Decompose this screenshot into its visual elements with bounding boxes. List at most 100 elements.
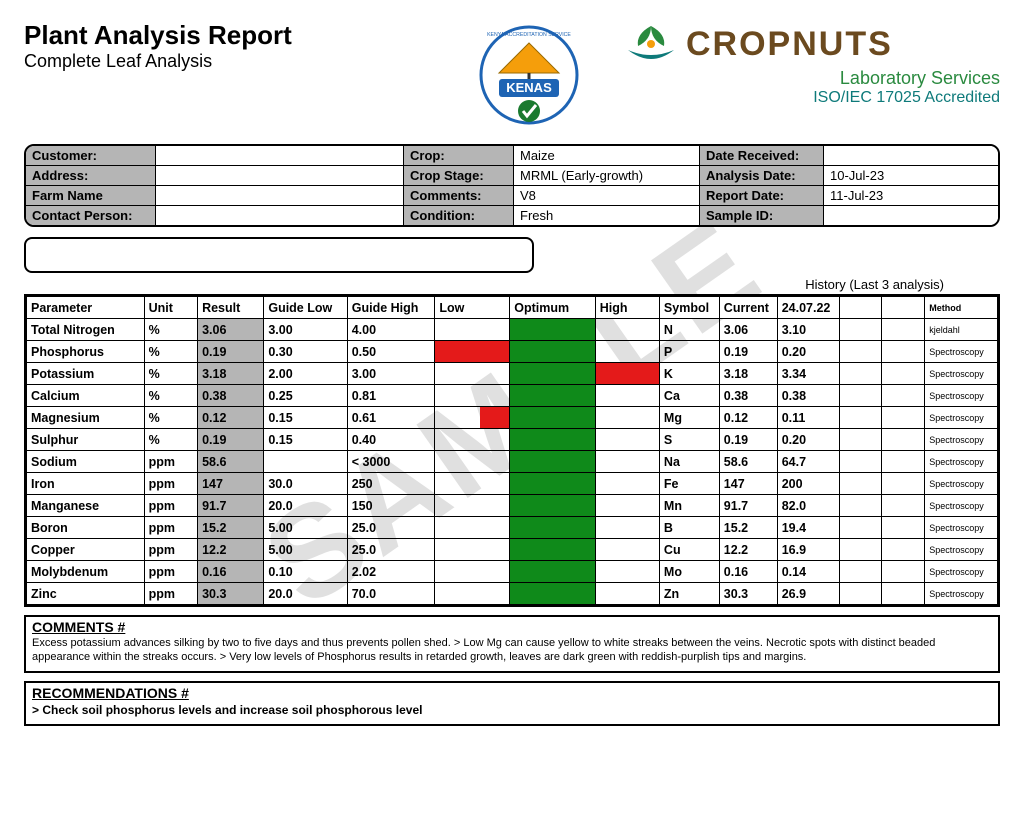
cell-col-gh: 0.40 [347, 429, 435, 451]
lbl-contact: Contact Person: [26, 206, 156, 225]
th-result: Result [198, 297, 264, 319]
table-row: Molybdenumppm0.160.102.02Mo0.160.14Spect… [27, 561, 998, 583]
bar-cell-col-low [435, 363, 510, 385]
cropnuts-sub1: Laboratory Services [624, 68, 1000, 89]
cell-col-h3 [882, 429, 925, 451]
bar-cell-col-opt [510, 451, 596, 473]
table-row: Magnesium%0.120.150.61Mg0.120.11Spectros… [27, 407, 998, 429]
cell-col-h2 [839, 319, 882, 341]
cell-col-unit: % [144, 319, 197, 341]
cell-col-gl: 20.0 [264, 495, 347, 517]
lbl-date-received: Date Received: [700, 146, 824, 165]
cell-col-unit: % [144, 385, 197, 407]
cell-col-gh: 2.02 [347, 561, 435, 583]
cell-col-result: 15.2 [198, 517, 264, 539]
cell-col-param: Copper [27, 539, 145, 561]
bar-cell-col-low [435, 385, 510, 407]
th-parameter: Parameter [27, 297, 145, 319]
cell-col-h1: 3.34 [777, 363, 839, 385]
val-condition: Fresh [514, 206, 700, 225]
cell-col-h1: 0.20 [777, 429, 839, 451]
cell-col-unit: ppm [144, 495, 197, 517]
cell-col-h3 [882, 319, 925, 341]
kenas-word: KENAS [506, 80, 552, 95]
cell-col-param: Boron [27, 517, 145, 539]
cell-col-h1: 3.10 [777, 319, 839, 341]
cell-col-gl: 0.25 [264, 385, 347, 407]
cell-col-result: 0.19 [198, 341, 264, 363]
bar-cell-col-high [595, 517, 659, 539]
bar-cell-col-low [435, 583, 510, 605]
lbl-report-date: Report Date: [700, 186, 824, 205]
bar-cell-col-opt [510, 473, 596, 495]
cell-col-param: Calcium [27, 385, 145, 407]
cell-col-result: 147 [198, 473, 264, 495]
bar-cell-col-low [435, 429, 510, 451]
cell-col-sym: B [659, 517, 719, 539]
val-date-received [824, 146, 998, 165]
cell-col-cur: 0.16 [719, 561, 777, 583]
cell-col-param: Zinc [27, 583, 145, 605]
cell-col-gh: 3.00 [347, 363, 435, 385]
cell-col-gl: 2.00 [264, 363, 347, 385]
cell-col-sym: S [659, 429, 719, 451]
cell-col-sym: Cu [659, 539, 719, 561]
cell-col-unit: ppm [144, 451, 197, 473]
cell-col-gl: 0.15 [264, 407, 347, 429]
val-report-date: 11-Jul-23 [824, 186, 998, 205]
bar-cell-col-high [595, 341, 659, 363]
cell-col-unit: % [144, 429, 197, 451]
cell-col-param: Phosphorus [27, 341, 145, 363]
cropnuts-icon [624, 20, 678, 68]
cell-col-h2 [839, 451, 882, 473]
cell-col-result: 91.7 [198, 495, 264, 517]
cell-col-meth: Spectroscopy [925, 429, 998, 451]
cropnuts-logo: CROPNUTS Laboratory Services ISO/IEC 170… [614, 20, 1000, 107]
cell-col-gh: 25.0 [347, 539, 435, 561]
cell-col-gl: 20.0 [264, 583, 347, 605]
cropnuts-sub2: ISO/IEC 17025 Accredited [624, 89, 1000, 107]
th-current: Current [719, 297, 777, 319]
cell-col-h1: 0.38 [777, 385, 839, 407]
bar-cell-col-high [595, 473, 659, 495]
page-title: Plant Analysis Report [24, 20, 444, 51]
cell-col-meth: Spectroscopy [925, 363, 998, 385]
table-row: Potassium%3.182.003.00K3.183.34Spectrosc… [27, 363, 998, 385]
cell-col-h3 [882, 473, 925, 495]
bar-cell-col-high [595, 451, 659, 473]
cell-col-gl: 5.00 [264, 539, 347, 561]
cell-col-cur: 147 [719, 473, 777, 495]
cell-col-h3 [882, 385, 925, 407]
cell-col-param: Manganese [27, 495, 145, 517]
cell-col-h2 [839, 473, 882, 495]
lbl-condition: Condition: [404, 206, 514, 225]
cell-col-unit: % [144, 363, 197, 385]
table-row: Sulphur%0.190.150.40S0.190.20Spectroscop… [27, 429, 998, 451]
kenas-logo: KENAS KENYA ACCREDITATION SERVICE [464, 20, 594, 130]
cell-col-h3 [882, 561, 925, 583]
bar-cell-col-high [595, 363, 659, 385]
table-row: Zincppm30.320.070.0Zn30.326.9Spectroscop… [27, 583, 998, 605]
cell-col-gh: 4.00 [347, 319, 435, 341]
th-method: Method [925, 297, 998, 319]
th-unit: Unit [144, 297, 197, 319]
bar-cell-col-opt [510, 517, 596, 539]
cell-col-result: 0.19 [198, 429, 264, 451]
cell-col-param: Total Nitrogen [27, 319, 145, 341]
bar-cell-col-opt [510, 539, 596, 561]
cell-col-meth: Spectroscopy [925, 539, 998, 561]
cell-col-h2 [839, 583, 882, 605]
cell-col-gl: 0.15 [264, 429, 347, 451]
val-address [156, 166, 404, 185]
cell-col-h1: 0.11 [777, 407, 839, 429]
recommendations-header: RECOMMENDATIONS # [32, 685, 992, 701]
cell-col-unit: ppm [144, 473, 197, 495]
bar-cell-col-high [595, 407, 659, 429]
th-hist1: 24.07.22 [777, 297, 839, 319]
cell-col-sym: N [659, 319, 719, 341]
cell-col-cur: 30.3 [719, 583, 777, 605]
bar-cell-col-low [435, 341, 510, 363]
cell-col-cur: 15.2 [719, 517, 777, 539]
cell-col-sym: Mo [659, 561, 719, 583]
bar-cell-col-low [435, 495, 510, 517]
